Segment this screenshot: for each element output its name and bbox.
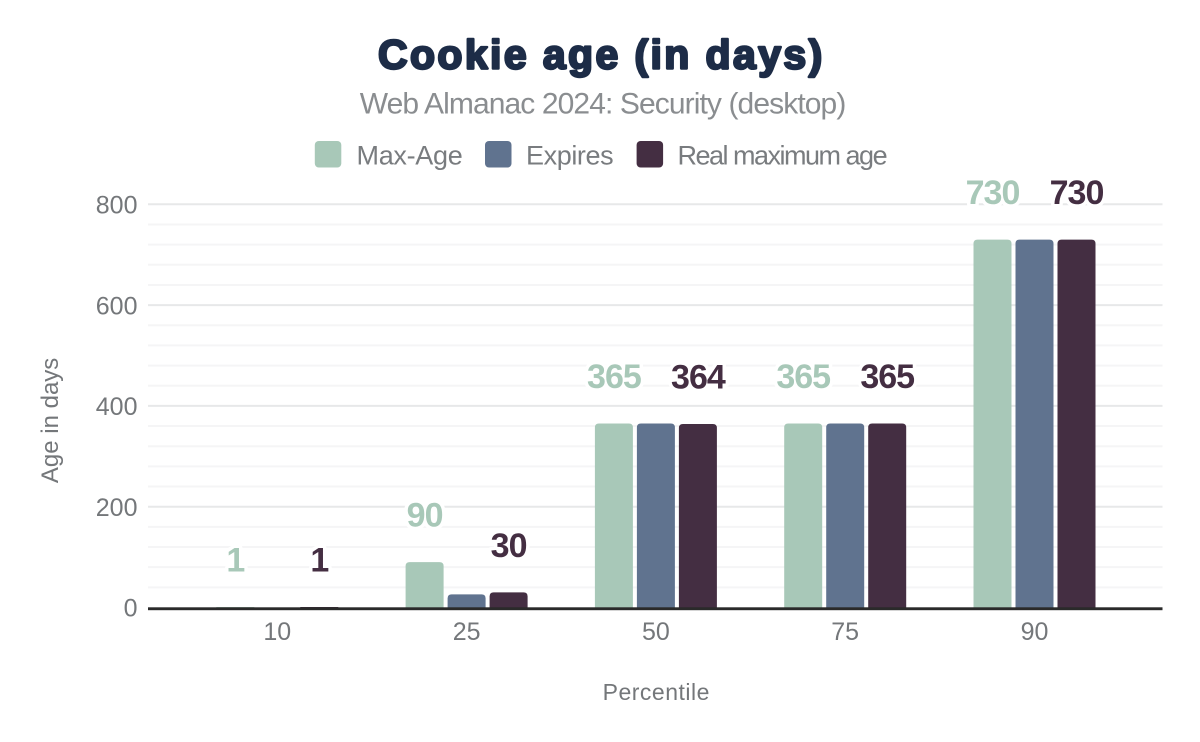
svg-text:Real maximum age: Real maximum age — [678, 140, 887, 170]
svg-text:1: 1 — [226, 542, 244, 580]
svg-text:25: 25 — [453, 618, 481, 646]
svg-text:90: 90 — [407, 497, 443, 535]
svg-text:Cookie age (in days): Cookie age (in days) — [378, 32, 825, 78]
svg-text:30: 30 — [491, 527, 527, 565]
svg-text:365: 365 — [776, 358, 830, 396]
svg-text:1: 1 — [310, 542, 328, 580]
svg-text:Expires: Expires — [526, 140, 613, 170]
svg-text:Web Almanac 2024: Security (de: Web Almanac 2024: Security (desktop) — [360, 87, 846, 120]
svg-text:730: 730 — [966, 174, 1020, 212]
svg-text:0: 0 — [124, 595, 138, 623]
svg-text:90: 90 — [1021, 618, 1049, 646]
svg-text:50: 50 — [642, 618, 670, 646]
svg-text:365: 365 — [860, 358, 914, 396]
svg-text:Age in days: Age in days — [37, 358, 64, 483]
svg-text:400: 400 — [96, 393, 138, 421]
svg-text:365: 365 — [587, 358, 641, 396]
svg-text:Percentile: Percentile — [603, 679, 710, 705]
svg-text:730: 730 — [1050, 174, 1104, 212]
svg-text:Max-Age: Max-Age — [357, 140, 463, 170]
svg-text:75: 75 — [831, 618, 859, 646]
svg-text:800: 800 — [96, 192, 138, 220]
svg-text:600: 600 — [96, 292, 138, 320]
svg-text:10: 10 — [263, 618, 291, 646]
svg-text:200: 200 — [96, 494, 138, 522]
svg-text:364: 364 — [671, 359, 726, 397]
